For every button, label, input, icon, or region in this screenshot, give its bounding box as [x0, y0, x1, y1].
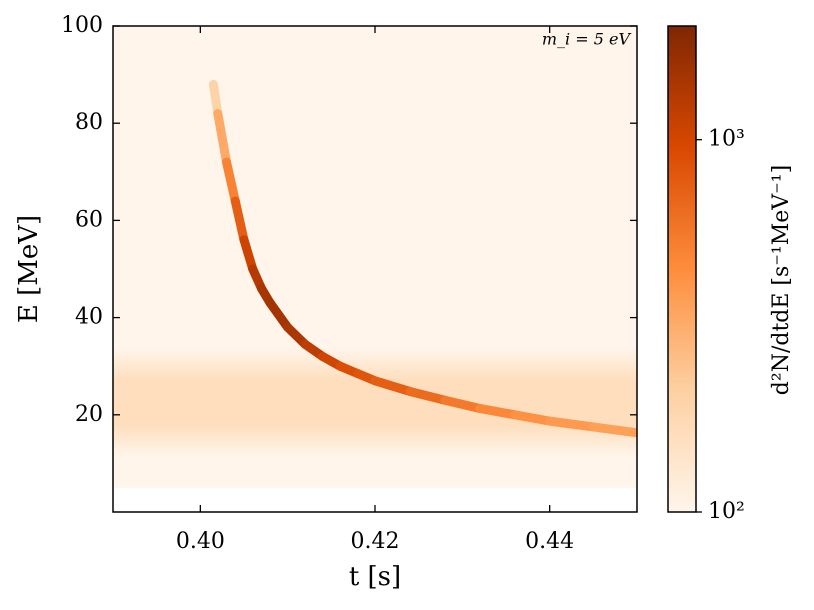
ridge-segment	[588, 422, 637, 438]
colorbar-tick-label: 10³	[708, 127, 745, 152]
ridge-segment	[545, 416, 598, 432]
y-tick-label: 20	[75, 402, 103, 427]
ridge-segment	[222, 157, 240, 206]
ridge-segment	[370, 376, 415, 396]
ridge-segment	[510, 410, 555, 426]
x-axis-label: t [s]	[349, 562, 401, 592]
x-tick-label: 0.42	[351, 529, 400, 554]
ridge-segment	[239, 235, 258, 274]
band	[113, 347, 637, 458]
ridge-segment	[230, 196, 249, 245]
colorbar-label: d²N/dtdE [s⁻¹MeV⁻¹]	[769, 165, 794, 395]
ridge-segment	[213, 108, 232, 167]
plot-area	[113, 26, 637, 488]
x-tick-label: 0.40	[176, 529, 225, 554]
y-tick-label: 60	[75, 207, 103, 232]
x-tick-label: 0.44	[525, 529, 574, 554]
ridge-segment	[265, 298, 293, 332]
ridge-segment	[475, 403, 520, 420]
y-axis-label: E [MeV]	[14, 215, 44, 323]
annotation: m_i = 5 eV	[542, 30, 632, 49]
ridge-segment	[440, 395, 485, 413]
y-tick-label: 100	[61, 13, 103, 38]
colorbar-tick-label: 10²	[708, 499, 745, 524]
ridge-segment	[208, 79, 223, 118]
y-tick-label: 40	[75, 305, 103, 330]
colorbar	[667, 25, 697, 513]
ridge-segment	[405, 386, 450, 405]
y-tick-label: 80	[75, 110, 103, 135]
